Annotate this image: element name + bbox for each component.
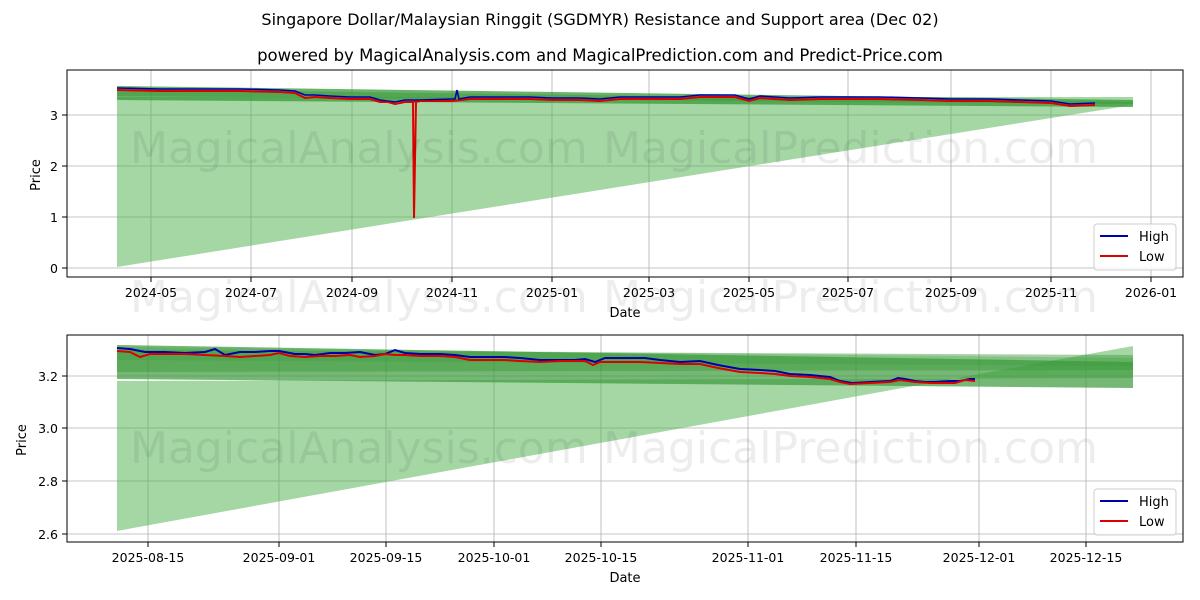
legend-low-label: Low — [1139, 515, 1165, 530]
bottom-legend: High Low — [1093, 488, 1177, 536]
top-axes-frame — [66, 69, 1184, 278]
bottom-y-ticks: 2.6 2.8 3.0 3.2 — [38, 369, 67, 542]
top-y-axis-label: Price — [29, 159, 44, 191]
top-price-lines — [116, 87, 1096, 219]
svg-text:2025-09: 2025-09 — [925, 285, 977, 300]
svg-text:2025-01: 2025-01 — [526, 285, 578, 300]
svg-text:2025-12-15: 2025-12-15 — [1050, 550, 1123, 565]
top-y-ticks: 0 1 2 3 — [50, 108, 67, 276]
svg-text:2025-05: 2025-05 — [723, 285, 775, 300]
bottom-chart: MagicalAnalysis.com MagicalPrediction.co… — [15, 334, 1184, 586]
svg-text:2025-09-15: 2025-09-15 — [350, 550, 423, 565]
top-chart: MagicalAnalysis.com MagicalPrediction.co… — [29, 69, 1184, 323]
bottom-axes-frame — [66, 334, 1184, 543]
svg-text:2.6: 2.6 — [38, 527, 58, 542]
svg-text:3: 3 — [50, 108, 58, 123]
svg-text:2026-01: 2026-01 — [1125, 285, 1177, 300]
svg-text:2025-11-15: 2025-11-15 — [820, 550, 893, 565]
svg-text:2024-05: 2024-05 — [125, 285, 177, 300]
watermark-prediction-3: MagicalPrediction.com — [603, 423, 1098, 474]
svg-text:2025-08-15: 2025-08-15 — [112, 550, 185, 565]
top-legend: High Low — [1093, 223, 1177, 271]
top-x-axis-label: Date — [609, 306, 640, 321]
svg-text:2025-12-01: 2025-12-01 — [943, 550, 1016, 565]
svg-text:0: 0 — [50, 261, 58, 276]
svg-text:2025-03: 2025-03 — [623, 285, 675, 300]
svg-text:2025-09-01: 2025-09-01 — [243, 550, 316, 565]
svg-text:2025-11-01: 2025-11-01 — [712, 550, 785, 565]
bottom-x-ticks: 2025-08-15 2025-09-01 2025-09-15 2025-10… — [112, 542, 1123, 565]
svg-text:3.0: 3.0 — [38, 421, 58, 436]
top-support-band — [117, 86, 1133, 267]
legend-low-label: Low — [1139, 250, 1165, 265]
bottom-y-axis-label: Price — [15, 424, 30, 456]
top-x-ticks: 2024-05 2024-07 2024-09 2024-11 2025-01 … — [125, 277, 1177, 300]
watermark-analysis: MagicalAnalysis.com — [130, 123, 588, 174]
watermark-analysis-2: MagicalAnalysis.com — [130, 272, 588, 323]
svg-text:2024-09: 2024-09 — [326, 285, 378, 300]
svg-text:2025-10-15: 2025-10-15 — [565, 550, 638, 565]
svg-text:2025-07: 2025-07 — [822, 285, 874, 300]
chart-title: Singapore Dollar/Malaysian Ringgit (SGDM… — [261, 10, 939, 29]
bottom-price-lines — [116, 347, 976, 386]
svg-text:2.8: 2.8 — [38, 474, 58, 489]
svg-text:2024-11: 2024-11 — [426, 285, 478, 300]
chart-subtitle: powered by MagicalAnalysis.com and Magic… — [257, 46, 943, 65]
svg-text:2024-07: 2024-07 — [225, 285, 277, 300]
svg-text:2025-11: 2025-11 — [1025, 285, 1077, 300]
legend-high-label: High — [1139, 495, 1169, 510]
svg-text:2: 2 — [50, 159, 58, 174]
svg-text:3.2: 3.2 — [38, 369, 58, 384]
svg-text:2025-10-01: 2025-10-01 — [458, 550, 531, 565]
svg-text:1: 1 — [50, 210, 58, 225]
watermark-prediction: MagicalPrediction.com — [603, 123, 1098, 174]
bottom-x-axis-label: Date — [609, 571, 640, 586]
watermark-prediction-2: MagicalPrediction.com — [603, 272, 1098, 323]
watermark-analysis-3: MagicalAnalysis.com — [130, 423, 588, 474]
legend-high-label: High — [1139, 230, 1169, 245]
